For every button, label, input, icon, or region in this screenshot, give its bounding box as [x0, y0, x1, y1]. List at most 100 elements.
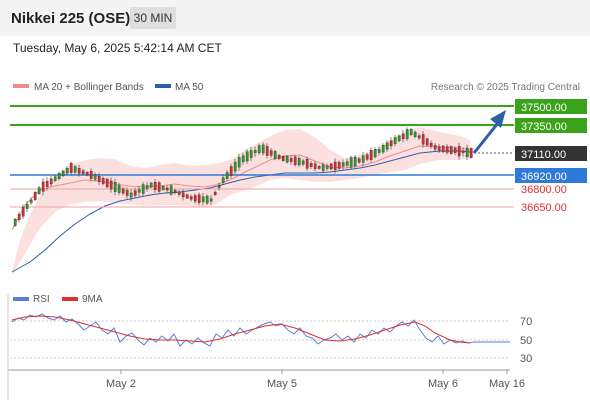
x-tick-may2: May 2	[106, 378, 136, 390]
ma50-line	[11, 150, 471, 273]
candle-body	[105, 178, 109, 188]
candle-body	[457, 146, 461, 157]
candle-body	[401, 133, 405, 139]
candle-body	[97, 176, 101, 182]
level-label-37500: 37500.00	[521, 102, 567, 114]
ma20-legend-label: MA 20 + Bollinger Bands	[34, 82, 144, 93]
candle-body	[257, 145, 261, 153]
candle-body	[53, 176, 57, 181]
candle-body	[85, 172, 89, 176]
candle-body	[409, 129, 413, 135]
candle-body	[289, 158, 293, 162]
level-badge-37500	[515, 99, 587, 114]
candle-body	[197, 194, 201, 203]
forecast-arrow	[472, 122, 500, 154]
candle-body	[217, 185, 221, 188]
candle-body	[441, 145, 445, 153]
interval-button[interactable]: 30 MIN	[130, 7, 176, 29]
candle-body	[337, 162, 341, 169]
candle-body	[249, 150, 253, 158]
candle-body	[449, 146, 453, 154]
ma20-legend-swatch	[13, 84, 29, 88]
candle-body	[349, 157, 353, 168]
candle-body	[325, 165, 329, 169]
candle-body	[313, 163, 317, 169]
ma50-legend-swatch	[155, 84, 171, 88]
level-label-36920: 36920.00	[521, 171, 567, 183]
candle-body	[149, 182, 153, 188]
candle-body	[153, 182, 157, 190]
candle-body	[241, 155, 245, 162]
chart-header: Nikkei 225 (OSE) 30 MIN	[0, 0, 590, 36]
level-label-37110: 37110.00	[521, 149, 566, 161]
level-label-36800: 36800.00	[521, 184, 567, 196]
candle-body	[65, 168, 69, 174]
candle-body	[173, 190, 177, 193]
candle-body	[101, 178, 105, 184]
rsi-tick-30: 30	[520, 353, 532, 365]
candle-body	[145, 185, 149, 189]
candle-body	[285, 155, 289, 163]
candle-body	[181, 192, 185, 198]
candle-body	[341, 162, 345, 167]
candle-body	[425, 138, 429, 146]
candle-body	[297, 158, 301, 166]
candle-body	[305, 159, 309, 169]
candle-body	[301, 160, 305, 165]
candle-body	[393, 137, 397, 144]
credit-label: Research © 2025 Trading Central	[431, 82, 580, 93]
candle-body	[13, 218, 17, 226]
candle-body	[437, 146, 441, 151]
candle-body	[133, 190, 137, 196]
candle-body	[73, 166, 77, 173]
candle-body	[417, 135, 421, 139]
candle-body	[277, 155, 281, 159]
candle-body	[25, 204, 29, 209]
candle-body	[413, 131, 417, 137]
candle-body	[21, 207, 25, 217]
x-tick-may6: May 6	[428, 378, 458, 390]
candle-body	[161, 186, 165, 190]
candle-body	[209, 198, 213, 202]
rsi-line	[11, 313, 510, 347]
candle-body	[273, 151, 277, 159]
candle-body	[321, 164, 325, 171]
candle-body	[221, 177, 225, 183]
candle-body	[193, 195, 197, 202]
rsi-ma-legend-label: 9MA	[82, 294, 103, 305]
candle-body	[205, 195, 209, 204]
candle-body	[165, 187, 169, 191]
candle-body	[177, 191, 181, 195]
candle-body	[377, 149, 381, 153]
candle-body	[261, 144, 265, 154]
candle-body	[169, 185, 173, 195]
bollinger-band	[12, 127, 470, 275]
level-badge-37110	[515, 146, 587, 161]
candle-body	[429, 142, 433, 147]
candle-body	[61, 170, 65, 176]
candle-body	[93, 174, 97, 180]
candle-body	[29, 199, 33, 203]
candle-body	[253, 150, 257, 154]
level-label-36650: 36650.00	[521, 202, 567, 214]
x-tick-may16: May 16	[489, 378, 525, 390]
candle-body	[89, 171, 93, 179]
candle-body	[33, 192, 37, 200]
rsi-legend-label: RSI	[33, 294, 50, 305]
ma50-legend-label: MA 50	[175, 82, 204, 93]
candle-body	[229, 166, 233, 176]
candle-body	[113, 182, 117, 192]
candle-body	[385, 142, 389, 150]
candle-body	[353, 157, 357, 166]
candle-body	[361, 155, 365, 163]
candle-body	[309, 163, 313, 167]
rsi-ma-legend-swatch	[62, 297, 78, 301]
candle-body	[465, 147, 469, 157]
candle-body	[357, 158, 361, 163]
candle-body	[317, 166, 321, 169]
forecast-arrow-head	[490, 110, 506, 128]
candle-body	[137, 189, 141, 193]
candle-body	[265, 146, 269, 156]
rsi-legend-swatch	[13, 297, 29, 301]
candle-body	[189, 196, 193, 200]
